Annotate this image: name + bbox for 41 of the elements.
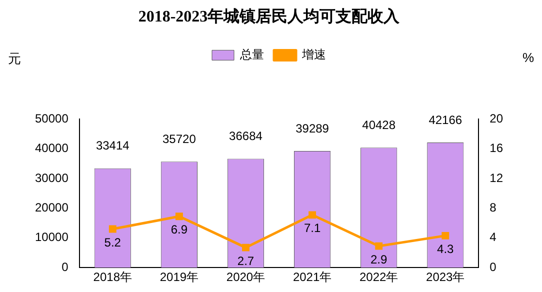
y2-axis-title: % <box>522 50 534 65</box>
x-tick-label: 2023年 <box>426 270 465 284</box>
data-label: 2.7 <box>237 254 254 268</box>
x-tick-label: 2018年 <box>93 270 132 284</box>
data-label: 42166 <box>428 112 462 127</box>
x-tick-label: 2021年 <box>292 270 332 284</box>
legend-label: 总量 <box>239 48 264 62</box>
data-label: 39289 <box>296 121 330 136</box>
data-label: 5.2 <box>104 235 122 250</box>
y-tick-label: 50000 <box>34 112 69 126</box>
point <box>442 232 450 240</box>
y2-tick-label: 12 <box>490 170 504 185</box>
y-tick-label: 20000 <box>34 200 69 215</box>
y-tick-label: 0 <box>62 260 69 274</box>
x-tick-label: 2019年 <box>160 270 199 284</box>
y-axis-title: 元 <box>8 50 21 68</box>
point <box>308 211 316 219</box>
data-label: 33414 <box>96 138 130 153</box>
chart-title: 2018-2023年城镇居民人均可支配收入 <box>138 8 401 26</box>
data-label: 4.3 <box>437 242 454 256</box>
point <box>242 244 250 252</box>
point <box>175 212 183 220</box>
y2-tick-label: 4 <box>490 230 497 244</box>
data-label: 36684 <box>229 129 263 144</box>
data-label: 6.9 <box>170 222 188 237</box>
y2-tick-label: 20 <box>490 112 504 126</box>
data-label: 2.9 <box>370 252 388 266</box>
y2-tick-label: 8 <box>490 200 497 215</box>
data-label: 35720 <box>162 132 196 146</box>
y2-tick-label: 16 <box>490 141 504 156</box>
legend-label: 增速 <box>301 48 326 62</box>
y-tick-label: 40000 <box>34 141 69 156</box>
y-tick-label: 10000 <box>34 230 69 244</box>
y2-tick-label: 0 <box>490 260 497 274</box>
y-tick-label: 30000 <box>34 170 69 185</box>
point <box>375 242 383 250</box>
data-label: 7.1 <box>304 221 321 236</box>
x-tick-label: 2022年 <box>359 270 398 284</box>
point <box>108 225 116 233</box>
x-tick-label: 2020年 <box>226 270 266 284</box>
data-label: 40428 <box>362 118 396 132</box>
